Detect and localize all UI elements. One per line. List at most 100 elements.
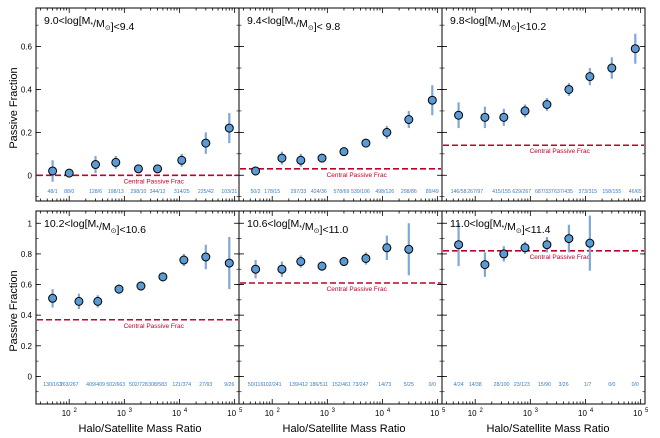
- panel-title-part: 10.2<log[M: [44, 218, 96, 230]
- data-point: [277, 264, 287, 274]
- x-tick-label: 10: [578, 409, 587, 418]
- count-label: 539/106: [351, 189, 370, 195]
- panel-frame: [238, 210, 443, 405]
- data-point: [277, 153, 287, 163]
- central-passive-frac-label: Central Passive Frac: [530, 148, 591, 155]
- y-tick-label: 0.2: [21, 128, 33, 137]
- count-label: 146/58: [451, 189, 467, 195]
- data-point: [454, 240, 464, 250]
- count-label: 0/0: [632, 382, 639, 388]
- count-label: 50/2: [251, 189, 261, 195]
- data-point: [339, 147, 349, 157]
- x-tick-label: 10: [172, 409, 181, 418]
- central-passive-frac-label: Central Passive Frac: [124, 323, 185, 330]
- count-label: 297/33: [291, 189, 307, 195]
- data-point: [48, 293, 58, 303]
- count-label: 263/267: [60, 382, 79, 388]
- central-passive-frac-label: Central Passive Frac: [327, 172, 388, 179]
- panel-title: 11.0<log[M*/M⊙]<11.4: [450, 218, 551, 236]
- count-label: 186/511: [310, 382, 328, 388]
- count-label: 73/247: [353, 382, 369, 388]
- x-tick-exponent: 5: [239, 408, 243, 414]
- panel-title-part: ]<11.4: [522, 224, 551, 236]
- count-label: 637/435: [554, 189, 573, 195]
- count-label: 424/36: [311, 189, 327, 195]
- x-tick-label: 10: [320, 409, 329, 418]
- count-label: 14/38: [469, 382, 482, 388]
- count-label: 48/1: [48, 189, 58, 195]
- y-tick-label: 0.8: [21, 250, 33, 259]
- x-tick-exponent: 2: [480, 408, 484, 414]
- panel-title-part: 9.4<log[M: [247, 15, 293, 27]
- count-label: 198/13: [108, 189, 124, 195]
- data-point: [317, 153, 327, 163]
- count-label: 28/100: [494, 382, 510, 388]
- count-label: 344/12: [150, 189, 166, 195]
- panel-title-part: /M: [93, 18, 105, 30]
- count-label: 14/73: [378, 382, 391, 388]
- count-label: 578/69: [333, 189, 349, 195]
- central-passive-frac-label: Central Passive Frac: [327, 286, 388, 293]
- count-label: 152/461: [332, 382, 351, 388]
- data-point: [520, 243, 530, 253]
- data-point: [48, 166, 58, 176]
- data-point: [564, 234, 574, 244]
- x-tick-label: 10: [227, 409, 236, 418]
- x-tick-exponent: 3: [129, 408, 133, 414]
- count-label: 3/26: [558, 382, 568, 388]
- panel-title-subscript: *: [90, 22, 93, 29]
- count-label: 178/15: [264, 189, 280, 195]
- panel-title-part: 11.0<log[M: [450, 218, 501, 230]
- count-label: 409/409: [86, 382, 105, 388]
- panel-title-subscript: ⊙: [511, 25, 517, 32]
- panel-title: 10.2<log[M*/M⊙]<10.6: [44, 218, 146, 236]
- central-passive-frac-label: Central Passive Frac: [530, 254, 591, 261]
- count-label: 158/155: [602, 189, 621, 195]
- x-tick-label: 10: [633, 409, 642, 418]
- count-label: 103/31: [221, 189, 237, 195]
- count-label: 415/155: [492, 189, 511, 195]
- panel-title-subscript: *: [96, 225, 99, 232]
- data-point: [564, 84, 574, 94]
- panel-title-subscript: ⊙: [516, 228, 522, 235]
- panel-title-subscript: *: [299, 225, 302, 232]
- data-point: [251, 264, 261, 274]
- panel-title-part: /M: [296, 18, 308, 30]
- panel-title-subscript: ⊙: [105, 25, 111, 32]
- count-label: 629/267: [512, 189, 531, 195]
- count-label: 27/93: [199, 382, 212, 388]
- count-label: 1/7: [584, 382, 591, 388]
- data-point: [499, 112, 509, 122]
- count-label: 298/10: [130, 189, 146, 195]
- count-label: 687/337: [535, 189, 554, 195]
- count-label: 498/126: [375, 189, 394, 195]
- panel-title-part: 9.8<log[M: [450, 15, 496, 27]
- panel-title-part: ]<10.6: [117, 224, 147, 236]
- data-point: [542, 100, 552, 109]
- count-label: 308/583: [148, 382, 167, 388]
- data-point: [133, 164, 143, 174]
- x-tick-label: 10: [430, 409, 439, 418]
- data-point: [201, 138, 211, 148]
- count-label: 298/86: [401, 189, 417, 195]
- data-point: [158, 272, 168, 282]
- panel-title-part: 9.0<log[M: [44, 15, 90, 27]
- panel-title-subscript: *: [501, 225, 504, 232]
- data-point: [179, 255, 189, 265]
- x-tick-label: 10: [62, 409, 71, 418]
- panel-title-subscript: ⊙: [111, 228, 117, 235]
- panel-title-part: ]<9.4: [111, 21, 135, 33]
- count-label: 88/0: [64, 189, 74, 195]
- panel-title-part: /M: [99, 221, 111, 233]
- data-point: [585, 72, 595, 82]
- panel-title-subscript: ⊙: [314, 228, 320, 235]
- count-label: 121/374: [172, 382, 191, 388]
- x-tick-exponent: 5: [645, 408, 649, 414]
- count-label: 128/6: [89, 189, 102, 195]
- panel-title: 10.6<log[M*/M⊙]<11.0: [247, 218, 348, 236]
- panel-title-subscript: *: [496, 22, 499, 29]
